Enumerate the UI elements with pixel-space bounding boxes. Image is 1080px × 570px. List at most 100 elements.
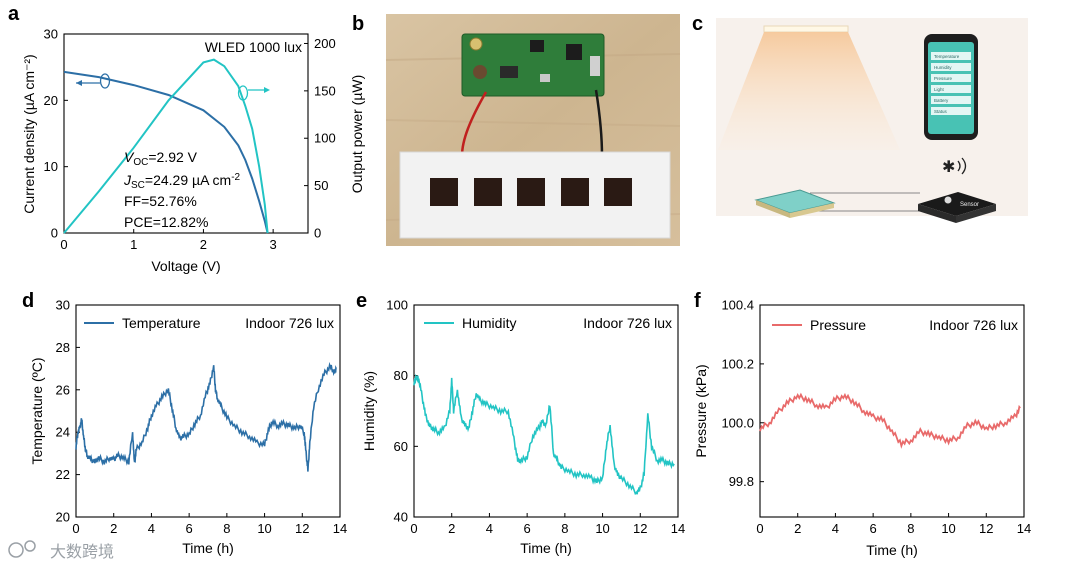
chart-a-y2-y-tick-label: 0 bbox=[314, 226, 321, 241]
chart-d-x-tick-label: 4 bbox=[148, 521, 155, 536]
chart-a-y-tick-label: 0 bbox=[51, 226, 58, 241]
chart-d-y-tick-label: 30 bbox=[56, 298, 70, 313]
chart-e-y-tick-label: 40 bbox=[394, 510, 408, 525]
phone-app-row-label: Pressure bbox=[934, 76, 953, 81]
phone-app-row bbox=[931, 107, 971, 115]
chart-a-y-tick-label: 30 bbox=[44, 27, 58, 42]
chart-e-x-tick-label: 12 bbox=[633, 521, 647, 536]
chart-a-x-tick-label: 1 bbox=[130, 237, 137, 252]
chart-e-x-tick-label: 14 bbox=[671, 521, 685, 536]
photo-b-sensor-board bbox=[385, 14, 681, 246]
chart-f-pressure: 0 2 4 6 8 10 12 14 99.8 100.0 100.2 100.4 Pressure… bbox=[693, 298, 1031, 559]
chart-f-y-tick-label: 100.2 bbox=[721, 356, 754, 371]
watermark-text: 大数跨境 bbox=[50, 542, 114, 561]
chart-f-x-tick-label: 2 bbox=[794, 521, 801, 536]
chart-d-x-tick-label: 2 bbox=[110, 521, 117, 536]
chart-e-note: Indoor 726 lux bbox=[583, 315, 672, 331]
chart-e-x-tick-label: 6 bbox=[524, 521, 531, 536]
chart-e-y-ticks: 40 60 80 100 bbox=[386, 298, 418, 525]
chart-f-y-tick-label: 99.8 bbox=[729, 474, 754, 489]
phone-app-row bbox=[931, 85, 971, 93]
chart-f-x-tick-label: 12 bbox=[979, 521, 993, 536]
bluetooth-icon: ✱ bbox=[942, 159, 955, 176]
chart-a-y-label: Current density (µA cm⁻²) bbox=[21, 54, 37, 213]
watermark: 大数跨境 bbox=[8, 540, 114, 561]
phone-app-row-label: Humidity bbox=[934, 65, 952, 70]
chart-f-x-tick-label: 6 bbox=[870, 521, 877, 536]
series-current-density-line bbox=[63, 70, 269, 234]
chart-a-y2-y-tick-label: 150 bbox=[314, 83, 336, 98]
schematic-c-wireless-system: Temperature Humidity Pressure Light Battery S… bbox=[716, 18, 1028, 223]
annotation-jsc: JSC=24.29 µA cm-2 bbox=[123, 172, 241, 191]
pcb-chip bbox=[500, 66, 518, 78]
chart-a-y-ticks: 0 10 20 30 bbox=[44, 27, 68, 241]
panel-letter-b: b bbox=[352, 13, 364, 35]
chart-e-x-tick-label: 8 bbox=[561, 521, 568, 536]
chart-d-x-ticks: 0 2 4 6 8 10 12 14 bbox=[72, 513, 347, 536]
chart-e-frame bbox=[413, 304, 679, 518]
chart-a-y2-y-tick-label: 100 bbox=[314, 131, 336, 146]
solar-cell-4 bbox=[561, 178, 589, 206]
chart-d-y-label: Temperature (ºC) bbox=[29, 357, 45, 464]
chart-e-x-tick-label: 4 bbox=[486, 521, 493, 536]
jv-series-marker bbox=[99, 73, 111, 89]
chart-d-x-tick-label: 12 bbox=[295, 521, 309, 536]
panel-letter-a: a bbox=[8, 3, 20, 25]
chart-d-frame bbox=[75, 304, 341, 518]
chart-a-x-tick-label: 2 bbox=[200, 237, 207, 252]
ceiling-led-lamp bbox=[763, 25, 849, 33]
chart-d-y-tick-label: 28 bbox=[56, 340, 70, 355]
legend-pressure-label: Pressure bbox=[810, 317, 866, 333]
chart-e-y-tick-label: 80 bbox=[394, 368, 408, 383]
solar-cell-3 bbox=[517, 178, 545, 206]
chart-e-y-label: Humidity (%) bbox=[361, 371, 377, 451]
chart-d-y-ticks: 20 22 24 26 28 30 bbox=[56, 298, 80, 525]
pcb-capacitor bbox=[473, 65, 487, 79]
chart-f-y-label: Pressure (kPa) bbox=[693, 364, 709, 457]
pv-series-marker bbox=[237, 85, 249, 101]
chart-e-x-tick-label: 10 bbox=[595, 521, 609, 536]
chart-d-x-tick-label: 14 bbox=[333, 521, 347, 536]
chart-f-y-tick-label: 100.0 bbox=[721, 415, 754, 430]
panel-letter-f: f bbox=[694, 290, 701, 312]
chart-a-y2-y-tick-label: 50 bbox=[314, 178, 328, 193]
phone-app-row-label: Light bbox=[934, 87, 945, 92]
annotation-ff: FF=52.76% bbox=[124, 193, 197, 209]
chart-f-x-tick-label: 10 bbox=[941, 521, 955, 536]
panel-letter-c: c bbox=[692, 13, 703, 35]
chart-d-y-tick-label: 22 bbox=[56, 467, 70, 482]
phone-app-row-label: Status bbox=[934, 109, 948, 114]
pcb-chip bbox=[530, 40, 544, 52]
phone-app-row bbox=[931, 96, 971, 104]
chart-d-y-tick-label: 20 bbox=[56, 510, 70, 525]
chart-d-x-label: Time (h) bbox=[182, 540, 234, 556]
solar-module-edge bbox=[790, 203, 834, 218]
chart-d-x-tick-label: 10 bbox=[257, 521, 271, 536]
black-wire bbox=[594, 89, 604, 157]
chart-a-x-tick-label: 0 bbox=[60, 237, 67, 252]
pv-arrowhead bbox=[264, 87, 270, 93]
solar-cell-5 bbox=[604, 178, 632, 206]
panel-letter-e: e bbox=[356, 290, 367, 312]
chart-a-y-tick-label: 10 bbox=[44, 159, 58, 174]
chart-f-x-tick-label: 4 bbox=[832, 521, 839, 536]
sensor-logo-icon bbox=[944, 196, 952, 204]
sensor-node-edge bbox=[956, 204, 996, 223]
legend-temperature-label: Temperature bbox=[122, 315, 201, 331]
chart-a-y2-y-tick-label: 200 bbox=[314, 36, 336, 51]
chart-e-x-ticks: 0 2 4 6 8 10 12 14 bbox=[410, 513, 685, 536]
chart-e-y-tick-label: 100 bbox=[386, 298, 408, 313]
phone-app-row bbox=[931, 74, 971, 82]
chart-d-note: Indoor 726 lux bbox=[245, 315, 334, 331]
chart-a-x-ticks: 0 1 2 3 bbox=[60, 229, 277, 252]
phone-app-row bbox=[931, 52, 971, 60]
chart-d-x-tick-label: 8 bbox=[223, 521, 230, 536]
chart-f-x-tick-label: 0 bbox=[756, 521, 763, 536]
phone-app-row-label: Temperature bbox=[934, 54, 960, 59]
series-output-power-line bbox=[63, 58, 269, 234]
pcb-component bbox=[540, 74, 550, 82]
wireless-signal-icon bbox=[957, 157, 967, 175]
series-humidity-line bbox=[413, 373, 675, 496]
